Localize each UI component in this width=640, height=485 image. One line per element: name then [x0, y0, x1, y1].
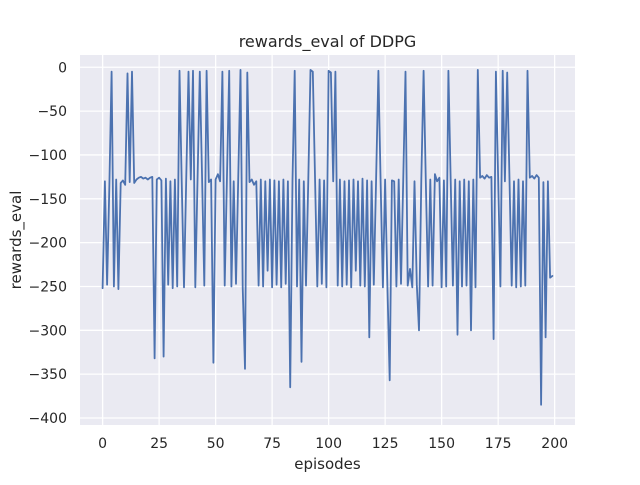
x-axis-label: episodes	[294, 455, 361, 473]
x-tick-label: 175	[485, 436, 512, 452]
x-axis-tick-labels: 0 25 50 75 100 125 150 175 200	[98, 436, 568, 452]
series-line	[101, 69, 554, 406]
x-tick-label: 150	[428, 436, 455, 452]
x-tick-label: 200	[541, 436, 568, 452]
y-tick-label: −200	[29, 236, 67, 252]
x-tick-label: 100	[315, 436, 342, 452]
y-tick-label: −50	[37, 104, 67, 120]
y-tick-label: −300	[29, 323, 67, 339]
x-tick-label: 25	[150, 436, 168, 452]
y-tick-label: −400	[29, 411, 67, 427]
y-tick-label: −150	[29, 192, 67, 208]
y-axis-label: rewards_eval	[7, 191, 26, 290]
chart-title: rewards_eval of DDPG	[239, 32, 417, 52]
y-tick-label: 0	[58, 60, 67, 76]
y-axis-tick-labels: 0 −50 −100 −150 −200 −250 −300 −350 −400	[29, 60, 67, 427]
y-tick-label: −100	[29, 148, 67, 164]
x-tick-label: 0	[98, 436, 107, 452]
x-tick-label: 50	[207, 436, 225, 452]
y-tick-label: −350	[29, 367, 67, 383]
y-tick-label: −250	[29, 279, 67, 295]
x-tick-label: 125	[372, 436, 399, 452]
x-tick-label: 75	[263, 436, 281, 452]
